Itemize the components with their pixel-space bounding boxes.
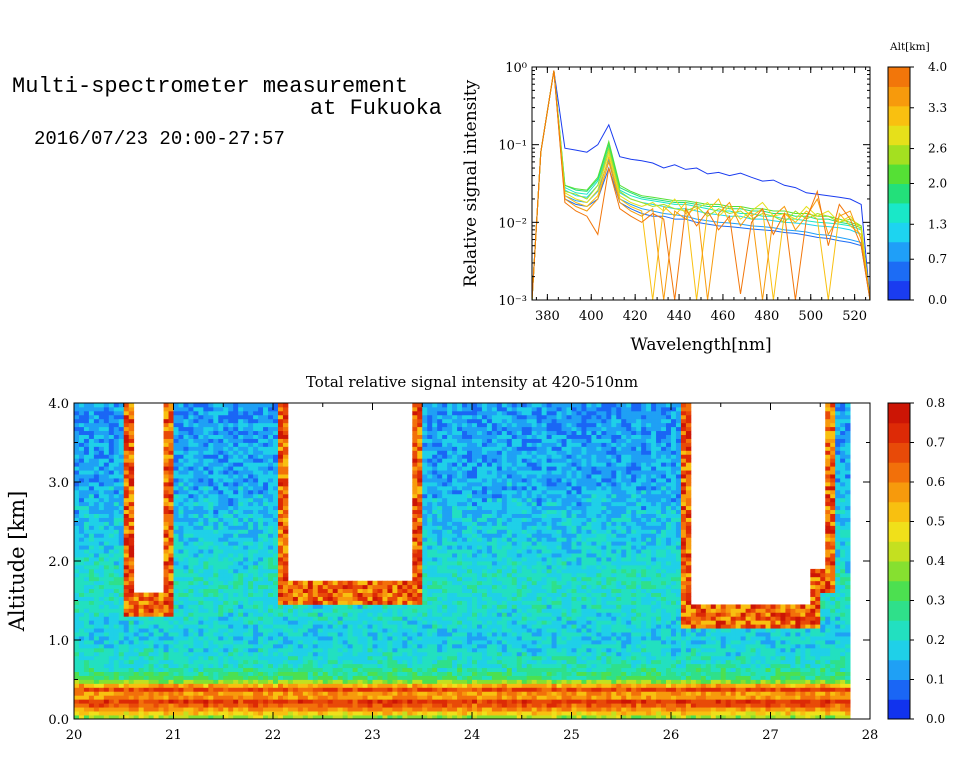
intensity-colorbar-tick-5: 0.5 <box>926 515 945 529</box>
intensity-colorbar-tick-2: 0.2 <box>926 633 945 647</box>
intensity-colorbar-tick-1: 0.1 <box>926 673 945 687</box>
altitude-colorbar-tick-1: 0.7 <box>928 252 947 266</box>
spectrum-x-tick-6: 500 <box>798 309 823 324</box>
spectrum-x-tick-5: 480 <box>754 309 779 324</box>
spectrum-line-0 <box>532 70 870 300</box>
heatmap-y-tick-4: 4.0 <box>48 397 69 412</box>
altitude-colorbar-tick-2: 1.3 <box>928 217 947 231</box>
spectrum-y-tick-2: 10⁻¹ <box>498 139 527 154</box>
intensity-colorbar-tick-7: 0.7 <box>926 436 945 450</box>
spectrum-x-tick-4: 460 <box>711 309 736 324</box>
figure-title-line1: Multi-spectrometer measurement <box>12 74 409 99</box>
altitude-colorbar-tick-3: 2.0 <box>928 177 947 191</box>
spectrum-line-6 <box>532 70 870 300</box>
altitude-colorbar-tick-5: 3.3 <box>928 101 947 115</box>
spectrum-x-tick-2: 420 <box>623 309 648 324</box>
intensity-colorbar-tick-3: 0.3 <box>926 594 945 608</box>
spectrum-y-tick-0: 10⁻³ <box>498 294 527 309</box>
spectrum-line-11 <box>532 70 870 300</box>
heatmap-y-tick-2: 2.0 <box>48 555 69 570</box>
heatmap-x-tick-2: 22 <box>265 728 282 743</box>
spectrum-line-4 <box>532 70 870 300</box>
heatmap-x-tick-7: 27 <box>762 728 779 743</box>
heatmap-x-tick-4: 24 <box>464 728 481 743</box>
heatmap-x-tick-8: 28 <box>862 728 879 743</box>
heatmap-x-tick-3: 23 <box>364 728 381 743</box>
altitude-colorbar-tick-4: 2.6 <box>928 142 947 156</box>
heatmap-y-axis-label: Altitude [km] <box>5 491 29 633</box>
heatmap-y-tick-3: 3.0 <box>48 476 69 491</box>
heatmap-y-tick-1: 1.0 <box>48 634 69 649</box>
intensity-colorbar-tick-8: 0.8 <box>926 396 945 410</box>
spectrum-x-tick-3: 440 <box>667 309 692 324</box>
date-range-label: 2016/07/23 20:00-27:57 <box>34 128 285 150</box>
heatmap-x-tick-5: 25 <box>563 728 580 743</box>
heatmap-x-tick-6: 26 <box>663 728 680 743</box>
spectrum-line-8 <box>532 70 870 300</box>
figure-title-line2: at Fukuoka <box>309 96 442 121</box>
altitude-colorbar-label: Alt[km] <box>889 41 930 53</box>
spectrum-x-tick-1: 400 <box>579 309 604 324</box>
heatmap-x-tick-1: 21 <box>165 728 182 743</box>
altitude-colorbar-tick-0: 0.0 <box>928 293 947 307</box>
spectrum-y-tick-3: 10⁰ <box>505 61 527 76</box>
spectrum-y-tick-1: 10⁻² <box>498 216 527 231</box>
altitude-colorbar-tick-6: 4.0 <box>928 60 947 74</box>
heatmap-y-tick-0: 0.0 <box>48 713 69 728</box>
heatmap-x-tick-0: 20 <box>66 728 83 743</box>
intensity-colorbar-tick-0: 0.0 <box>926 712 945 726</box>
spectrum-x-tick-0: 380 <box>535 309 560 324</box>
intensity-colorbar-tick-4: 0.4 <box>926 554 945 568</box>
heatmap-title: Total relative signal intensity at 420-5… <box>306 373 638 391</box>
spectrum-y-axis-label: Relative signal intensity <box>461 79 481 287</box>
spectrum-line-3 <box>532 70 870 300</box>
intensity-colorbar-tick-6: 0.6 <box>926 475 945 489</box>
spectrum-x-tick-7: 520 <box>842 309 867 324</box>
spectrum-x-axis-label: Wavelength[nm] <box>630 335 771 355</box>
spectrum-line-10 <box>532 70 870 300</box>
